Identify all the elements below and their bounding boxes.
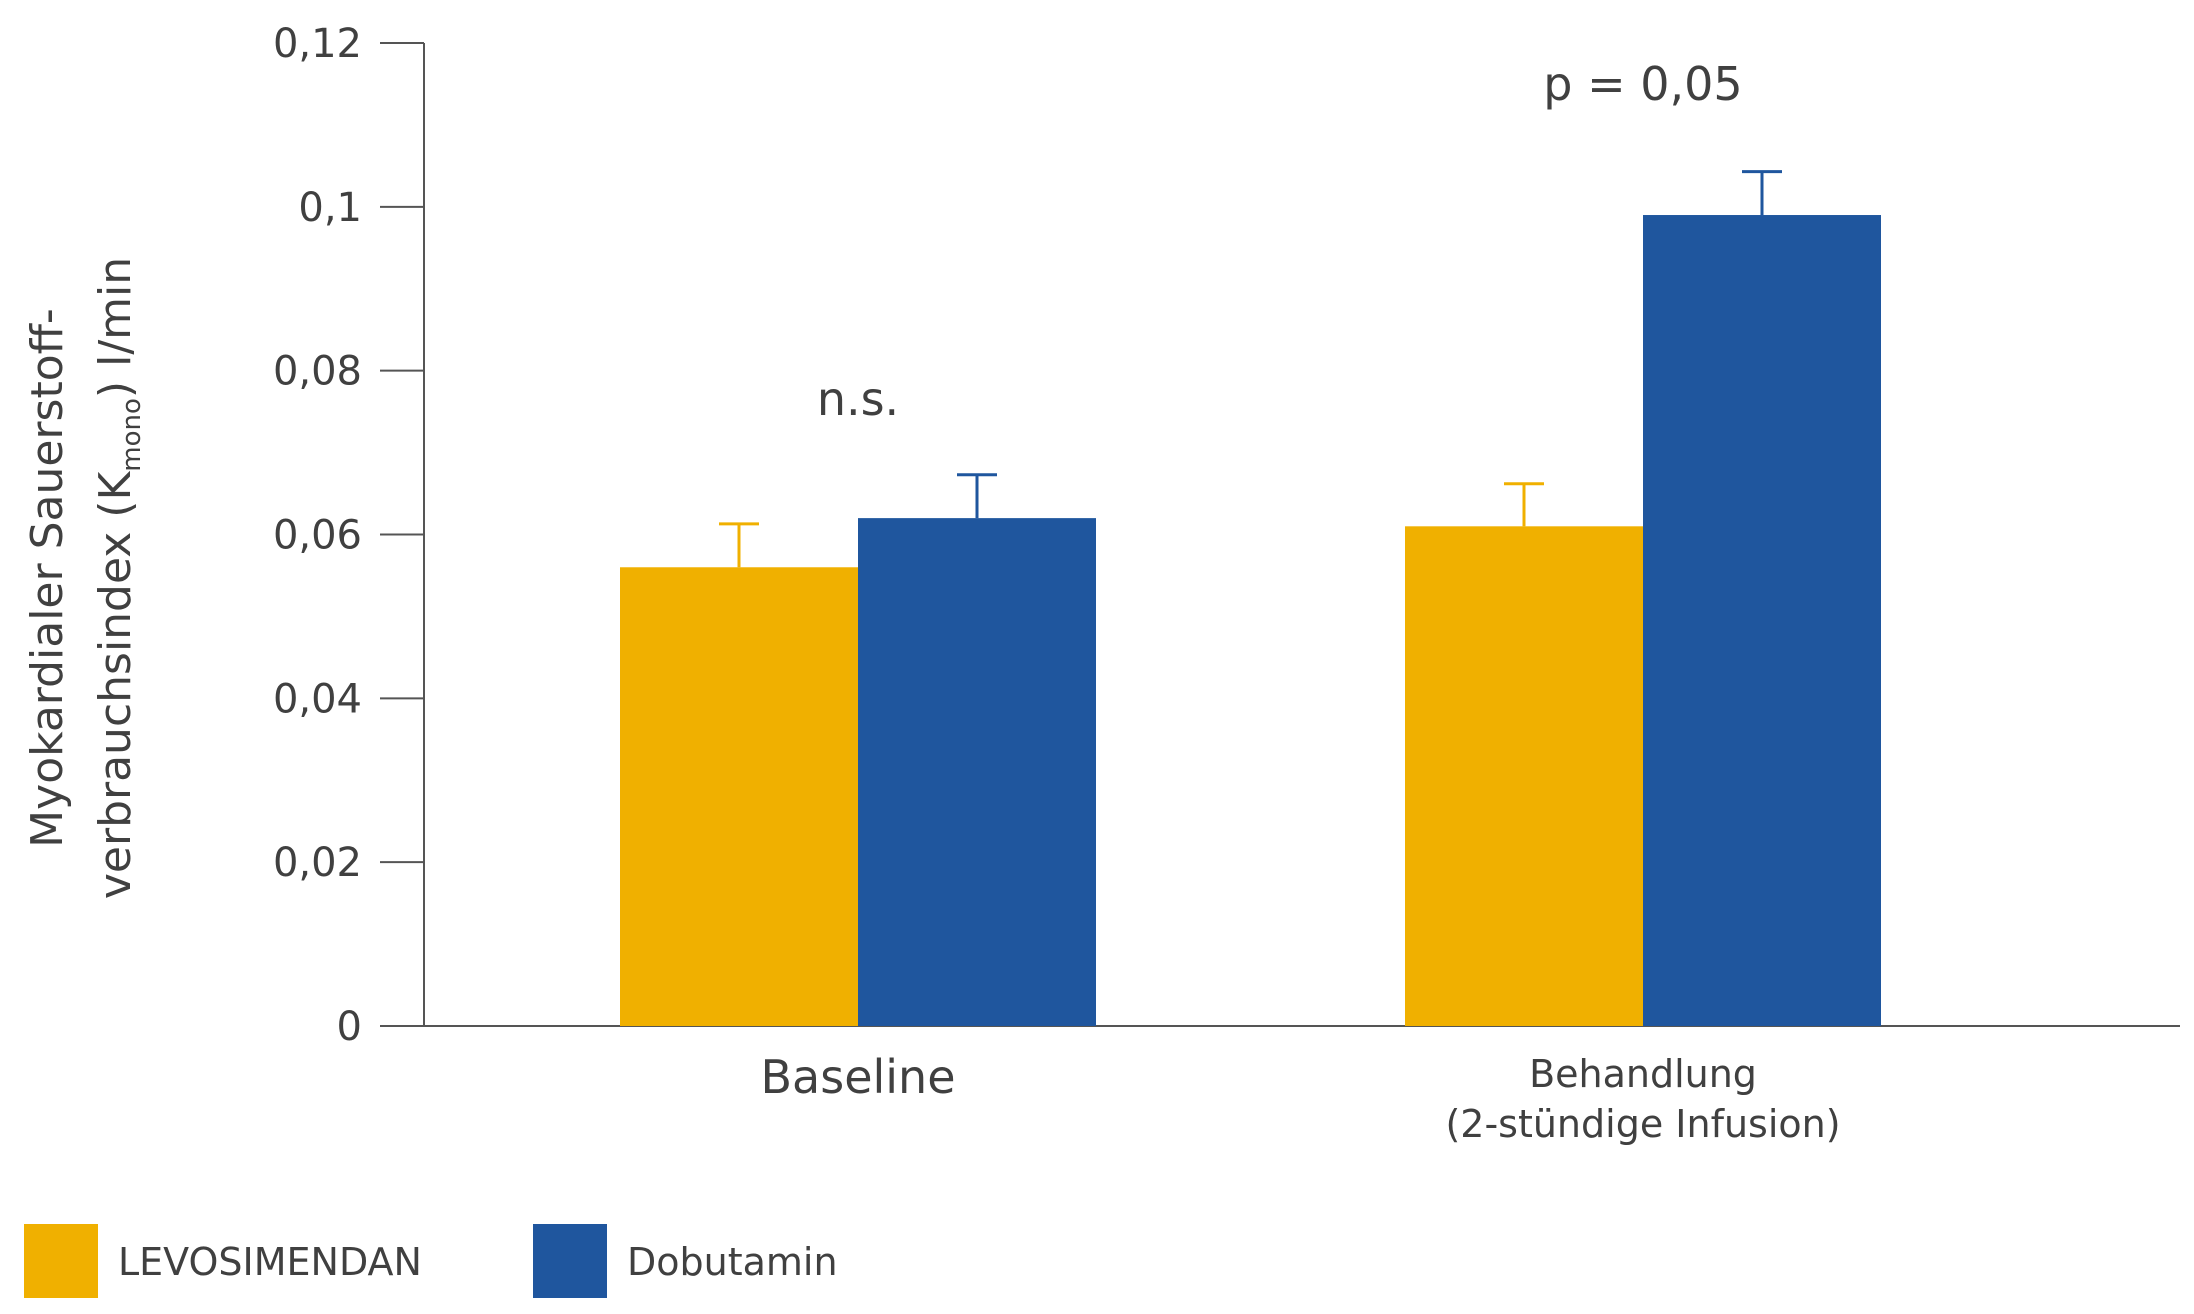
y-tick-label: 0,04: [273, 676, 362, 722]
bar: [620, 567, 858, 1026]
annotations: n.s. p = 0,05: [817, 57, 1743, 426]
y-axis-label-line2: verbrauchsindex (Kmono) l/min: [90, 257, 147, 899]
bar: [1643, 215, 1881, 1026]
x-tick-label: Behandlung (2-stündige Infusion): [1445, 1052, 1840, 1146]
legend: LEVOSIMENDAN Dobutamin: [24, 1224, 838, 1298]
bar: [1405, 526, 1643, 1026]
legend-swatch: [24, 1224, 98, 1298]
legend-label: LEVOSIMENDAN: [118, 1240, 422, 1284]
y-tick-label: 0,06: [273, 513, 362, 559]
y-tick-label: 0,08: [273, 349, 362, 395]
y-ticks: 0 0,02 0,04 0,06 0,08 0,1 0,12: [273, 21, 424, 1050]
y-axis-label: Myokardialer Sauerstoff- verbrauchsindex…: [22, 257, 147, 899]
y-tick-label: 0,1: [298, 185, 362, 231]
error-bars: [719, 170, 1782, 568]
category-labels: Baseline Behandlung (2-stündige Infusion): [760, 1050, 1840, 1146]
y-tick-label: 0,12: [273, 21, 362, 67]
annotation: p = 0,05: [1543, 57, 1742, 111]
bar: [858, 518, 1096, 1026]
legend-label: Dobutamin: [627, 1240, 838, 1284]
legend-swatch: [533, 1224, 607, 1298]
y-axis-label-line1: Myokardialer Sauerstoff-: [22, 308, 73, 848]
bars: [620, 215, 1881, 1026]
y-tick-label: 0,02: [273, 840, 362, 886]
annotation: n.s.: [817, 372, 899, 426]
y-tick-label: 0: [337, 1004, 362, 1050]
x-tick-label: Baseline: [760, 1050, 955, 1104]
